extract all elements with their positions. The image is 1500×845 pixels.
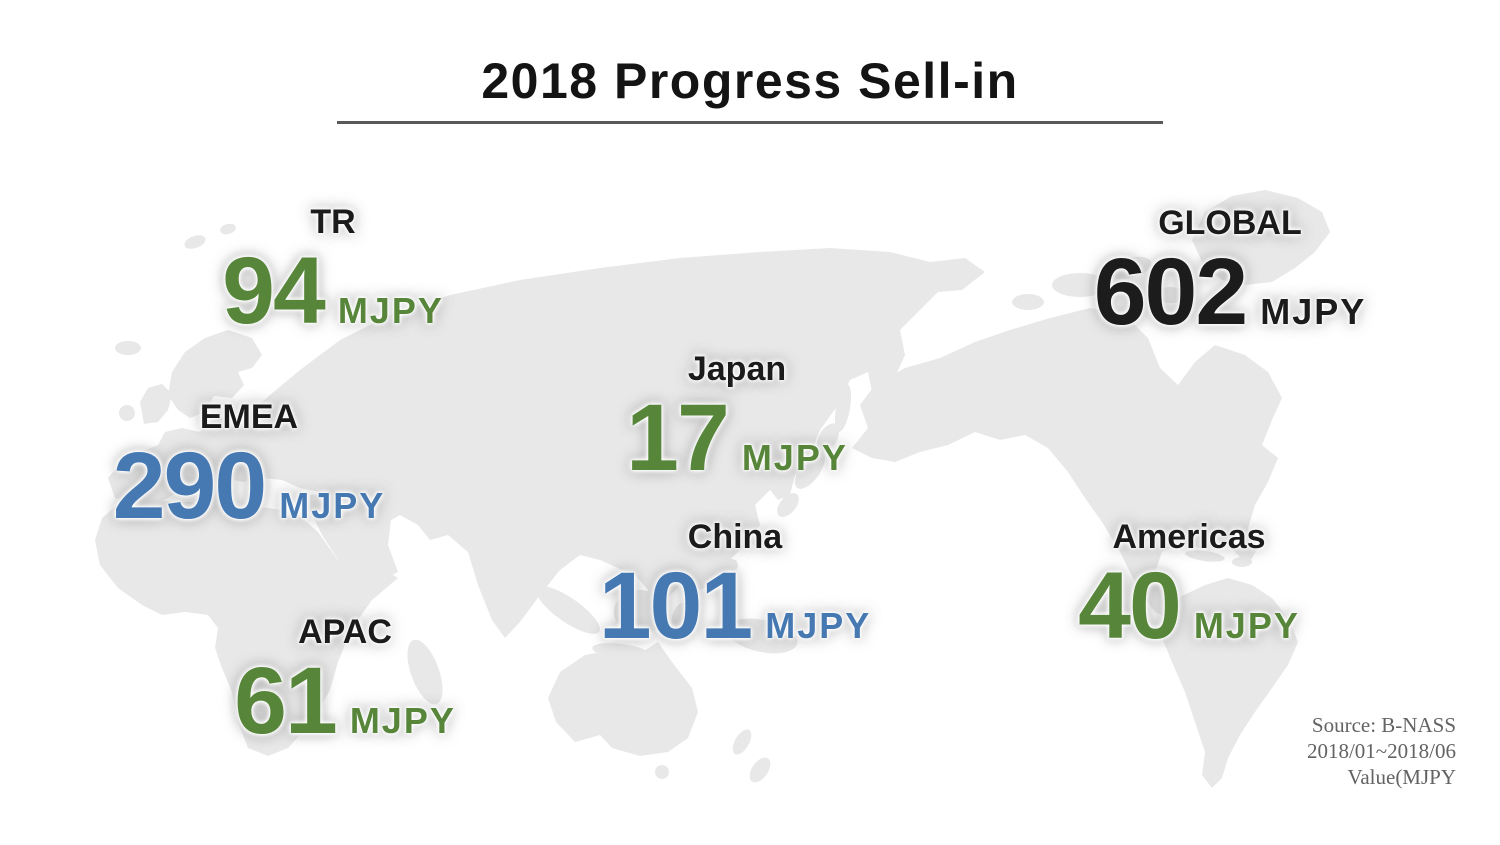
region-unit: MJPY xyxy=(741,437,848,479)
region-apac: APAC 61 MJPY xyxy=(195,613,495,749)
region-label: Japan xyxy=(687,350,787,388)
region-label: EMEA xyxy=(199,398,299,436)
region-americas: Americas 40 MJPY xyxy=(1039,518,1339,654)
source-line: Source: B-NASS xyxy=(1311,713,1456,737)
region-unit: MJPY xyxy=(1260,291,1367,333)
region-unit: MJPY xyxy=(349,700,456,742)
region-label: Americas xyxy=(1112,518,1266,556)
region-value: 61 xyxy=(234,648,338,755)
region-unit: MJPY xyxy=(765,605,872,647)
region-label: China xyxy=(687,518,783,556)
source-line: 2018/01~2018/06 xyxy=(1306,739,1456,763)
title-underline xyxy=(337,121,1163,124)
region-value: 290 xyxy=(112,433,268,540)
region-value: 101 xyxy=(598,553,754,660)
region-value: 40 xyxy=(1078,553,1182,660)
page-title: 2018 Progress Sell-in xyxy=(481,53,1019,109)
region-label: TR xyxy=(310,203,356,241)
region-unit: MJPY xyxy=(1193,605,1300,647)
region-value: 17 xyxy=(626,385,730,492)
region-label: APAC xyxy=(298,613,392,651)
region-value: 94 xyxy=(222,238,326,345)
region-value: 602 xyxy=(1093,239,1249,346)
region-unit: MJPY xyxy=(337,290,444,332)
region-unit: MJPY xyxy=(279,485,386,527)
source-line: Value(MJPY xyxy=(1347,765,1457,789)
region-emea: EMEA 290 MJPY xyxy=(89,398,409,534)
source-note: Source: B-NASS 2018/01~2018/06 Value(MJP… xyxy=(1307,712,1456,790)
region-global: GLOBAL 602 MJPY xyxy=(1065,204,1395,340)
region-tr: TR 94 MJPY xyxy=(183,203,483,339)
region-label: GLOBAL xyxy=(1158,204,1302,242)
region-japan: Japan 17 MJPY xyxy=(587,350,887,486)
region-china: China 101 MJPY xyxy=(585,518,885,654)
